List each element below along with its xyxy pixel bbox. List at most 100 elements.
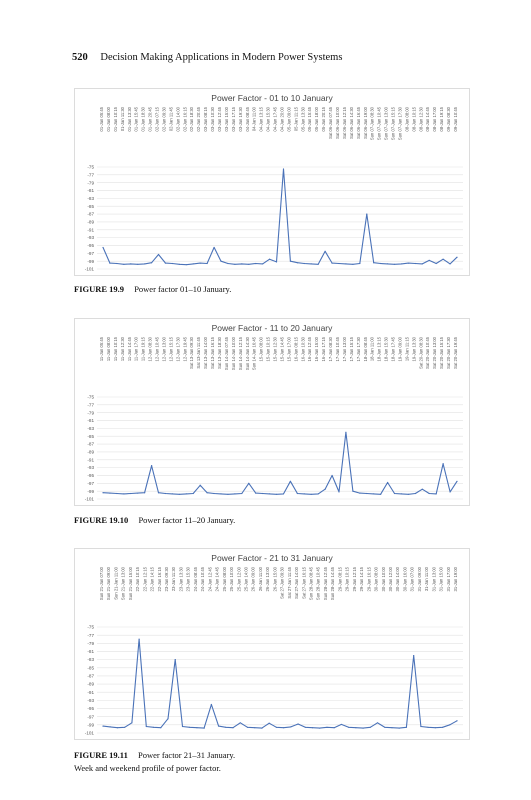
data-point <box>234 493 236 495</box>
data-point <box>380 262 382 265</box>
caption-3-text: Power factor 21–31 January. <box>137 750 236 760</box>
data-point <box>303 262 305 265</box>
data-point <box>109 262 111 264</box>
x-tick-label: Sun 14-Jan 07:45 <box>224 336 229 370</box>
x-tick-label: Sat 06-Jan 14:30 <box>349 106 354 139</box>
data-point <box>290 726 292 728</box>
data-point <box>174 659 176 661</box>
data-point <box>206 262 208 265</box>
x-tick-label: 31-Jan 09:00 <box>417 566 422 591</box>
data-point <box>338 262 340 265</box>
y-tick-label: -87 <box>87 442 94 447</box>
x-tick-label: 23-Jan 11:30 <box>171 566 176 591</box>
y-tick-label: -79 <box>87 641 94 646</box>
data-point <box>181 725 184 728</box>
x-tick-label: 25-Jan 08:00 <box>222 566 227 591</box>
data-point <box>376 722 379 724</box>
data-point <box>137 263 139 265</box>
x-tick-label: Sun 21-Jan 07:00 <box>99 566 104 600</box>
x-tick-label: 02-Jan 16:15 <box>182 106 187 131</box>
x-tick-label: 22-Jan 14:15 <box>150 566 155 591</box>
y-tick-label: -77 <box>87 633 94 638</box>
data-point <box>420 725 422 728</box>
caption-2: FIGURE 19.10 Power factor 11–20 January. <box>74 515 235 525</box>
chart-1: Power Factor - 01 to 10 January -75 -77 -79… <box>74 88 470 276</box>
x-tick-label: Sun 07-Jan 17:30 <box>397 106 402 140</box>
caption-1-text: Power factor 01–10 January. <box>134 284 232 294</box>
data-point <box>428 492 430 495</box>
x-tick-label: 31-Jan 07:00 <box>410 566 415 591</box>
data-point <box>319 727 321 729</box>
x-tick-label: 08-Jan 08:00 <box>404 106 409 131</box>
y-tick-label: -87 <box>87 674 94 679</box>
x-tick-label: 03-Jan 19:30 <box>238 106 243 131</box>
x-tick-label: Sun 28-Jan 12:45 <box>323 566 328 600</box>
data-point <box>225 726 227 728</box>
x-tick-label: 02-Jan 11:45 <box>168 106 173 131</box>
data-point <box>171 493 174 495</box>
running-title: Decision Making Applications in Modern P… <box>100 52 343 63</box>
data-point <box>262 492 264 495</box>
data-point <box>144 263 146 265</box>
x-tick-label: Sat 20-Jan 19:45 <box>453 336 458 369</box>
x-tick-label: 29-Jan 10:15 <box>345 566 350 591</box>
x-tick-label: 17-Jan 10:45 <box>335 336 340 361</box>
y-tick-label: -79 <box>87 410 94 415</box>
x-tick-label: 12-Jan 13:00 <box>161 336 166 361</box>
x-tick-label: 05-Jan 15:45 <box>307 106 312 131</box>
y-tick-label: -91 <box>87 690 94 695</box>
x-tick-label: Sun 07-Jan 08:30 <box>370 106 375 140</box>
x-tick-label: 15-Jan 08:00 <box>259 336 264 361</box>
data-point <box>449 263 451 265</box>
x-tick-label: 22-Jan 12:15 <box>142 566 147 591</box>
x-tick-label: 02-Jan 09:30 <box>161 106 166 131</box>
x-tick-label: 30-Jan 14:00 <box>395 566 400 591</box>
x-tick-label: 08-Jan 12:30 <box>418 106 423 131</box>
data-point <box>157 253 160 256</box>
data-point <box>138 638 140 640</box>
caption-3: FIGURE 19.11 Power factor 21–31 January. <box>74 750 235 760</box>
x-tick-label: Sat 06-Jan 12:15 <box>342 106 347 139</box>
y-tick-label: -81 <box>87 418 94 423</box>
x-tick-label: 01-Jan 11:30 <box>120 106 125 131</box>
chart-2: Power Factor - 11 to 20 January -75 -77 -79… <box>74 318 470 506</box>
x-tick-label: 23-Jan 09:30 <box>164 566 169 591</box>
data-point <box>366 492 368 495</box>
x-tick-label: 30-Jan 16:00 <box>402 566 407 591</box>
caption-2-number: FIGURE 19.10 <box>74 515 129 525</box>
data-point <box>241 492 243 495</box>
x-tick-label: Sat 13-Jan 18:30 <box>217 336 222 369</box>
y-tick-label: -91 <box>87 457 94 462</box>
data-point <box>160 727 162 729</box>
y-tick-label: -95 <box>87 473 94 478</box>
data-point <box>338 491 340 493</box>
x-tick-label: 31-Jan 13:00 <box>431 566 436 591</box>
series-line <box>102 638 458 729</box>
data-point <box>199 484 201 486</box>
x-tick-label: 19-Jan 13:30 <box>411 336 416 361</box>
chart-2-svg: Power Factor - 11 to 20 January -75 -77 -79… <box>85 323 463 502</box>
data-point <box>255 262 257 265</box>
x-tick-label: 01-Jan 15:45 <box>134 106 139 131</box>
x-tick-label: 29-Jan 16:15 <box>366 566 371 591</box>
x-tick-label: 30-Jan 08:00 <box>374 566 379 591</box>
data-point <box>116 492 118 495</box>
data-point <box>199 262 201 264</box>
data-point <box>109 726 111 728</box>
data-point <box>248 263 250 265</box>
x-tick-label: 16-Jan 08:15 <box>293 336 298 361</box>
data-point <box>241 263 243 265</box>
x-tick-label: 02-Jan 14:00 <box>175 106 180 131</box>
x-tick-label: Sat 20-Jan 08:30 <box>418 336 423 369</box>
data-point <box>145 725 147 728</box>
data-point <box>413 654 415 657</box>
x-tick-label: 01-Jan 13:30 <box>127 106 132 131</box>
x-tick-label: Sun 07-Jan 13:00 <box>384 106 389 140</box>
data-point <box>435 493 437 495</box>
chart-title: Power Factor - 11 to 20 January <box>212 323 334 333</box>
x-tick-label: 04-Jan 17:45 <box>273 106 278 131</box>
x-tick-label: Sat 20-Jan 15:15 <box>439 336 444 369</box>
data-point <box>144 492 146 494</box>
x-tick-label: 29-Jan 14:15 <box>359 566 364 591</box>
data-point <box>296 492 298 495</box>
